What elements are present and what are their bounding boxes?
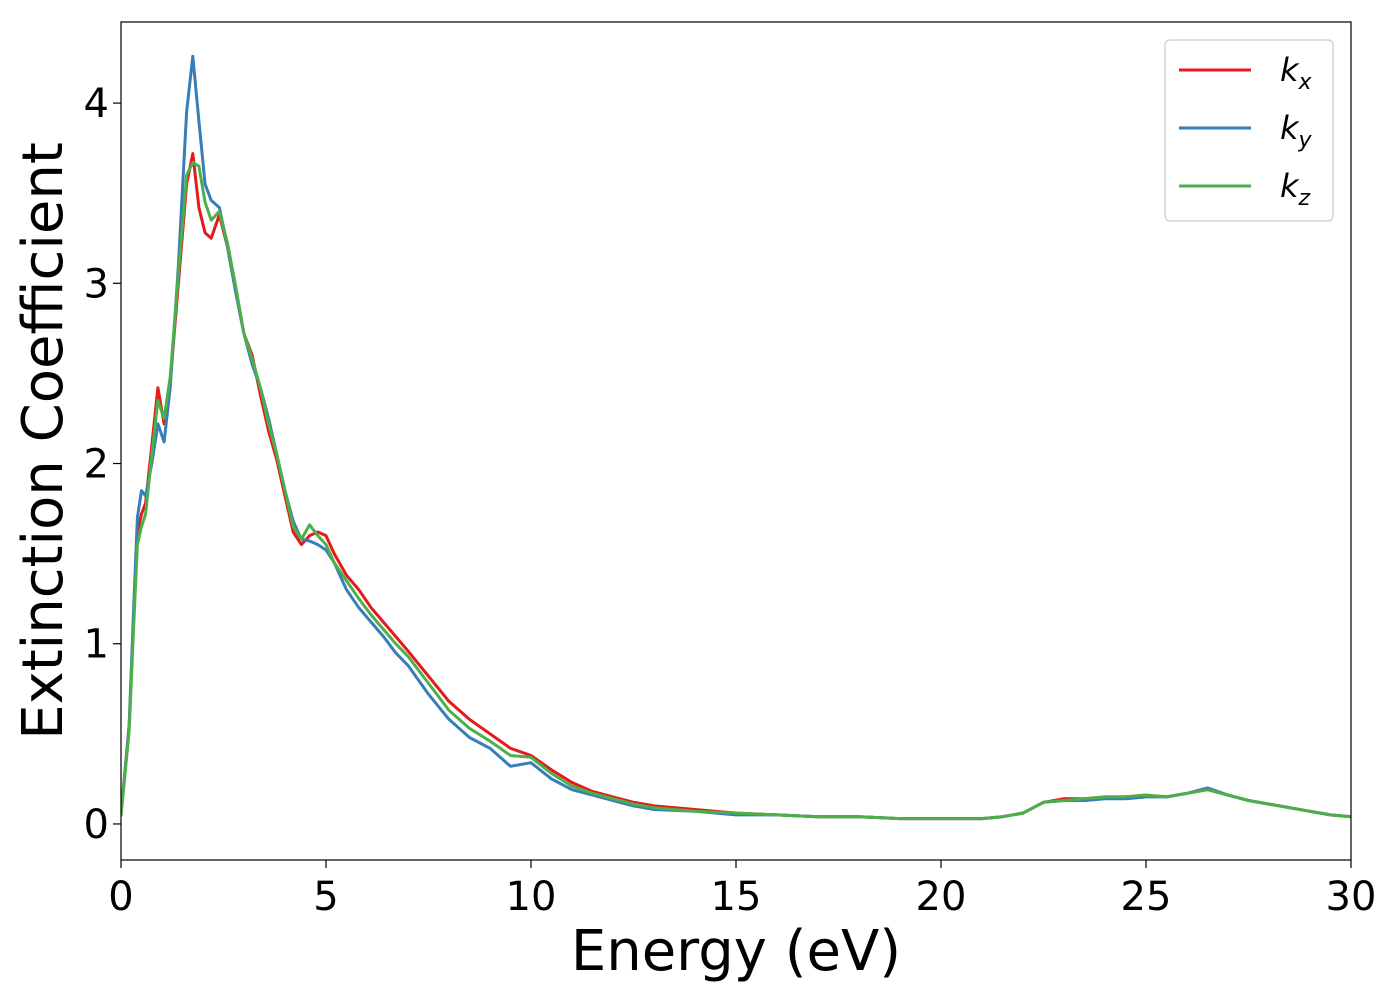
legend-entry-x: kx <box>1179 51 1313 95</box>
x-tick-label: 30 <box>1326 874 1377 920</box>
legend-label-base: k <box>1280 109 1300 147</box>
series-line-y <box>121 54 1351 821</box>
x-tick-label: 25 <box>1121 874 1172 920</box>
x-tick-label: 15 <box>711 874 762 920</box>
x-axis-label: Energy (eV) <box>571 919 901 984</box>
plot-area <box>121 54 1351 821</box>
series-line-x <box>121 152 1351 821</box>
y-tick-label: 1 <box>84 622 109 668</box>
x-tick-label: 5 <box>313 874 338 920</box>
x-tick-label: 10 <box>506 874 557 920</box>
legend-label-subscript: y <box>1298 128 1313 153</box>
series-line-z <box>121 161 1351 821</box>
legend-label-subscript: z <box>1298 186 1311 211</box>
x-tick-label: 0 <box>108 874 133 920</box>
legend-label: ky <box>1280 109 1313 153</box>
legend-label-base: k <box>1280 167 1300 205</box>
legend-label-subscript: x <box>1298 70 1313 95</box>
axes: 0 5 10 15 20 25 30 0 1 2 3 4 <box>84 21 1377 920</box>
y-tick-label: 4 <box>84 81 109 127</box>
legend-entry-z: kz <box>1179 167 1311 211</box>
legend-box <box>1164 39 1334 222</box>
y-axis-label: Extinction Coefficient <box>11 142 76 740</box>
x-tick-label: 20 <box>916 874 967 920</box>
y-tick-label: 2 <box>84 442 109 488</box>
legend-label: kx <box>1280 51 1313 95</box>
y-tick-label: 0 <box>84 802 109 848</box>
y-tick-label: 3 <box>84 261 109 307</box>
legend-entry-y: ky <box>1179 109 1313 153</box>
legend-label: kz <box>1280 167 1311 211</box>
legend-label-base: k <box>1280 51 1300 89</box>
